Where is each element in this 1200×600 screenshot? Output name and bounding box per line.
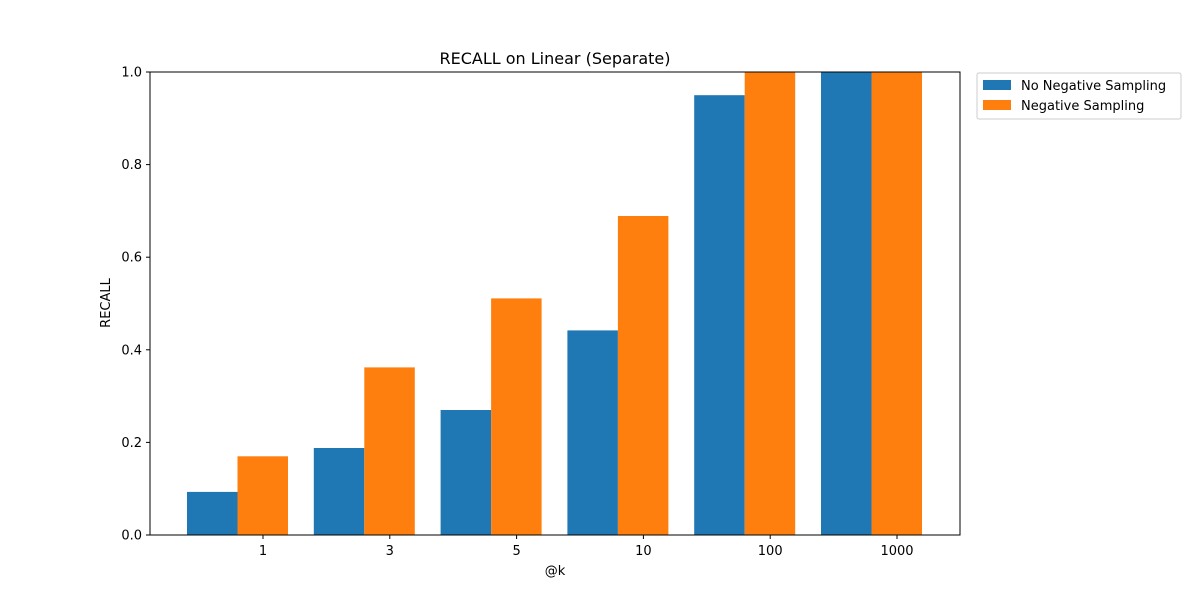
x-tick-label: 1000 [880,544,913,559]
bar-no-negative-sampling-3 [313,448,365,535]
y-axis-label: RECALL [99,277,114,327]
y-tick-label: 0.8 [121,158,142,173]
bar-no-negative-sampling-10 [567,330,618,535]
bar-no-negative-sampling-5 [440,410,492,535]
y-tick-label: 0.2 [121,436,142,451]
bars-group [187,72,922,535]
bar-negative-sampling-1000 [871,72,922,535]
y-tick-label: 0.6 [121,251,142,266]
legend-frame [976,72,1182,120]
x-tick-label: 100 [758,544,783,559]
bar-no-negative-sampling-1 [187,491,238,535]
legend-label-no-negative-sampling: No Negative Sampling [1021,79,1166,94]
x-axis: 1 3 5 10 100 1000 [259,535,914,559]
x-axis-label: @k [545,564,566,579]
bar-no-negative-sampling-1000 [821,72,872,535]
y-tick-label: 0.4 [121,343,142,358]
bar-negative-sampling-1 [237,456,288,535]
bar-negative-sampling-100 [744,72,796,535]
legend-swatch-negative-sampling [983,100,1011,110]
y-tick-label: 0.0 [121,529,142,544]
y-tick-label: 1.0 [121,66,142,81]
bar-no-negative-sampling-100 [694,95,745,535]
chart-title: RECALL on Linear (Separate) [439,49,670,68]
legend: No Negative Sampling Negative Sampling [976,72,1182,120]
bar-negative-sampling-3 [364,367,415,535]
x-tick-label: 3 [386,544,394,559]
y-axis: 0.0 0.2 0.4 0.6 0.8 1.0 [121,66,150,544]
x-tick-label: 5 [512,544,520,559]
bar-negative-sampling-10 [617,216,669,535]
x-tick-label: 10 [635,544,652,559]
plot-frame [149,71,961,536]
legend-label-negative-sampling: Negative Sampling [1021,99,1144,114]
x-tick-label: 1 [259,544,267,559]
bar-negative-sampling-5 [491,298,542,535]
legend-swatch-no-negative-sampling [983,80,1011,90]
